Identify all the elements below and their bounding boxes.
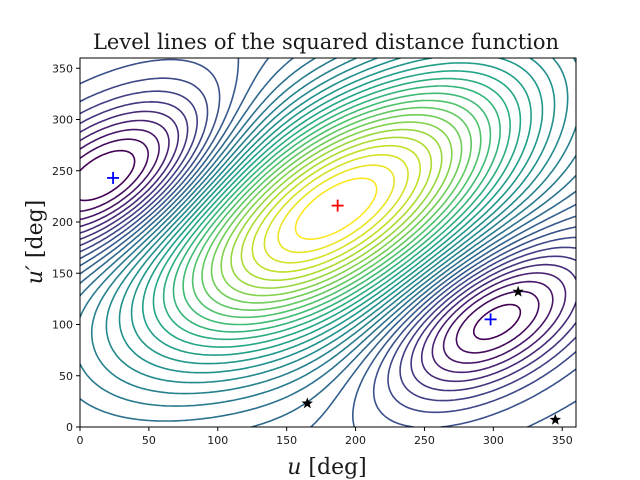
contour-level: [142, 62, 532, 356]
contour-level: [80, 77, 576, 414]
y-tick-label: 50: [59, 370, 73, 383]
x-tick-label: 200: [345, 434, 366, 447]
x-tick-label: 300: [483, 434, 504, 447]
contour-level: [240, 136, 433, 281]
contour-level: [201, 106, 472, 311]
plot-frame: [79, 57, 577, 428]
y-tick-label: 200: [52, 216, 73, 229]
contour-level: [80, 110, 576, 383]
contour-level: [152, 70, 522, 348]
saddle-star-marker: [512, 285, 524, 297]
chart-title: Level lines of the squared distance func…: [93, 30, 559, 54]
y-tick-label: 350: [52, 62, 73, 75]
contour-level: [80, 101, 576, 392]
contour-level: [277, 164, 395, 254]
contour-level: [80, 58, 576, 407]
x-tick-label: 0: [77, 434, 84, 447]
contour-level: [80, 58, 576, 427]
y-tick-label: 300: [52, 114, 73, 127]
x-tick-label: 50: [142, 434, 156, 447]
contour-level: [172, 85, 501, 333]
y-tick-label: 250: [52, 165, 73, 178]
x-tick-label: 350: [552, 434, 573, 447]
contour-level: [80, 58, 576, 427]
contour-level: [118, 58, 556, 374]
minimum-plus-marker: [484, 313, 497, 326]
saddle-star-marker: [549, 413, 561, 425]
maximum-plus-marker: [331, 199, 344, 212]
contour-level: [263, 154, 409, 264]
contour-level: [80, 119, 567, 374]
contour-level: [162, 77, 511, 341]
contour-level: [191, 99, 482, 319]
y-tick-label: 0: [66, 421, 73, 434]
y-axis-ticks: 0 50 100 150 200 250 300 350: [52, 62, 80, 434]
contour-lines: [80, 58, 576, 427]
contour-level: [80, 138, 540, 354]
critical-point-markers: [107, 171, 561, 425]
contour-level: [90, 58, 576, 395]
contour-level: [80, 90, 576, 402]
x-axis-label: u [deg]: [287, 455, 367, 480]
contour-level: [130, 58, 544, 365]
contour-level: [80, 58, 576, 422]
x-tick-label: 100: [207, 434, 228, 447]
minimum-plus-marker: [107, 171, 120, 184]
contour-level: [294, 177, 378, 240]
y-axis-label: u′ [deg]: [23, 200, 48, 285]
x-tick-label: 150: [276, 434, 297, 447]
saddle-star-marker: [301, 397, 313, 409]
contour-level: [80, 149, 522, 341]
contour-level: [105, 58, 569, 384]
contour-level: [182, 92, 492, 326]
contour-level: [210, 114, 463, 304]
contour-level: [230, 128, 443, 289]
y-tick-label: 100: [52, 319, 73, 332]
contour-level: [251, 144, 421, 273]
x-axis-ticks: 0 50 100 150 200 250 300 350: [77, 427, 573, 447]
x-tick-label: 250: [414, 434, 435, 447]
contour-level: [220, 121, 453, 297]
contour-level: [80, 128, 554, 364]
y-tick-label: 150: [52, 267, 73, 280]
